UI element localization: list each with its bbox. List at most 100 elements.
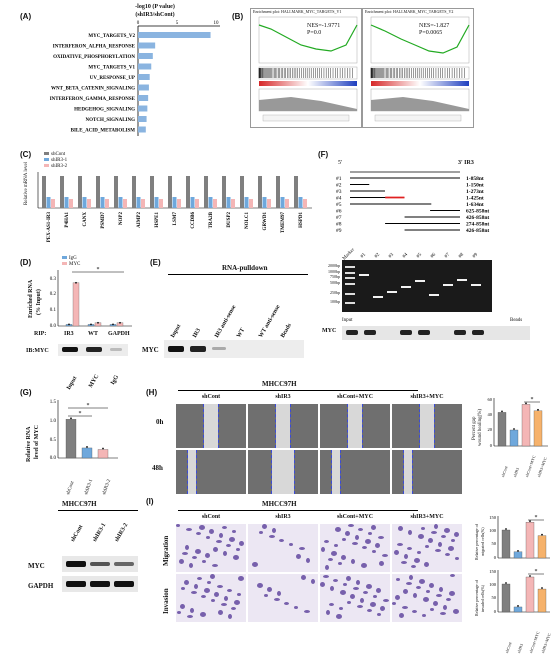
i-cell — [195, 549, 201, 554]
a-category-label: INTERFERON_ALPHA_RESPONSE — [53, 45, 136, 50]
c-bar — [78, 176, 82, 208]
f-sample-band — [429, 294, 439, 296]
i-cell — [422, 614, 426, 617]
i-cell — [217, 585, 223, 588]
d-dot — [68, 323, 70, 326]
c-bar — [298, 197, 303, 208]
f-lane-label: #8 — [458, 252, 466, 260]
gsea-plot-2-graphic — [370, 16, 470, 122]
i-cell — [219, 533, 223, 538]
i-cell — [189, 563, 193, 568]
i-cell — [232, 530, 236, 533]
a-bar — [138, 116, 147, 122]
i-cell — [350, 594, 355, 599]
i-cell — [185, 545, 189, 550]
i-cell — [186, 528, 192, 531]
i-cell — [252, 562, 258, 567]
i-cell — [264, 594, 268, 597]
i-inv-ytick: 50 — [492, 595, 497, 600]
i-cell — [330, 586, 334, 591]
i-cell — [414, 558, 420, 563]
i-cell — [450, 574, 455, 577]
f-blot-beads: Beads — [510, 318, 523, 323]
i-xcat-label: shCont — [504, 641, 513, 654]
i-dot — [517, 605, 519, 607]
d-ylabel-2: (% Input) — [36, 289, 42, 315]
d-blot-band-input — [62, 347, 78, 352]
a-tick-5: 5 — [176, 21, 179, 26]
f-ladder-band — [345, 277, 355, 279]
i-cell — [370, 602, 376, 607]
i-dot — [541, 587, 543, 589]
i-cell — [373, 595, 377, 598]
gsea-1-hits — [258, 66, 358, 80]
i-cell — [284, 602, 289, 605]
h-dot — [525, 402, 527, 405]
a-category-label: BILE_ACID_METABOLISM — [71, 129, 136, 134]
h-wound-edge — [294, 450, 296, 494]
i-cell — [358, 528, 363, 531]
i-cell — [214, 592, 219, 597]
c-bar — [105, 199, 109, 208]
f-sample-band — [359, 274, 369, 276]
a-bar — [138, 63, 152, 70]
e-band-input — [168, 346, 184, 352]
c-bar — [213, 199, 217, 208]
a-bar — [138, 42, 156, 49]
f-sample-band — [457, 279, 467, 281]
i-bar — [501, 529, 511, 559]
d-legend-1: MYC — [69, 262, 81, 267]
c-legend-2: shIR3-2 — [51, 164, 68, 169]
d-ytick: 0.2 — [50, 292, 57, 297]
d-ib-label: IB:MYC — [26, 348, 49, 354]
i-cell — [325, 565, 329, 570]
i-cell — [378, 536, 384, 539]
i-cell — [329, 603, 334, 606]
a-category-label: NOTCH_SIGNALING — [86, 118, 136, 123]
f-construct-id: #6 — [336, 209, 342, 215]
c-gene-label: CCDB6 — [191, 212, 196, 229]
f-construct-id: #9 — [336, 228, 342, 234]
i-cell — [176, 524, 180, 527]
h-wound-edge — [196, 450, 198, 494]
f-lane-label: #4 — [402, 252, 410, 260]
i-mig-ytick: 0 — [494, 555, 497, 560]
i-cell — [367, 609, 372, 612]
h-scratch-image — [248, 450, 318, 494]
d-legend-0: IgG — [69, 256, 77, 261]
i-cell — [431, 531, 437, 534]
i-inv-ytick: 0 — [494, 609, 497, 614]
c-bar — [51, 199, 55, 208]
c-bar — [195, 199, 199, 208]
c-gene-label: HSPE1 — [155, 212, 160, 228]
i-cell — [392, 602, 396, 605]
a-bar — [138, 53, 153, 59]
f-ladder-label: 100bp — [330, 299, 340, 304]
g-xcat: shIR3-2 — [102, 478, 113, 496]
g-significance: * — [79, 411, 82, 417]
i-cell — [345, 531, 350, 536]
a-bar — [138, 84, 149, 91]
i-cell — [356, 580, 360, 585]
legend-swatch — [62, 256, 67, 259]
f-blot-row-label: MYC — [322, 328, 337, 334]
i-cell — [277, 591, 281, 596]
i-transwell-image — [392, 574, 462, 622]
i-transwell-image — [248, 574, 318, 622]
panel-i-migration-chart: 150 100 50 0 * — [489, 515, 550, 560]
h-column-label: shIR3+MYC — [410, 394, 444, 400]
f-construct-range: 625-858nt — [466, 209, 489, 215]
c-bar — [285, 199, 289, 208]
i-cell — [304, 610, 310, 613]
a-bar — [138, 126, 146, 133]
h-scratch-gap — [204, 404, 218, 448]
i-cell — [187, 615, 193, 618]
i-cell — [421, 527, 425, 530]
panel-g-bar-chart: 1.5 1.0 0.5 0.0 * * — [50, 400, 118, 461]
g-blot-row-myc: MYC — [28, 562, 45, 570]
i-cell — [338, 562, 342, 565]
i-cell — [199, 525, 205, 530]
i-cell — [360, 598, 364, 603]
i-cell — [368, 532, 372, 535]
panel-label-c: (C) — [20, 150, 32, 159]
